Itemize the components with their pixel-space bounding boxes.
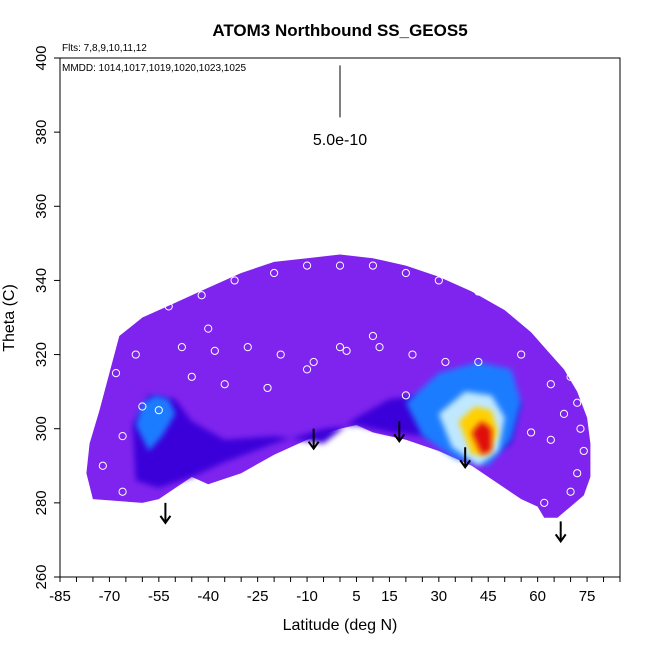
data-point <box>270 268 279 278</box>
data-point <box>368 261 378 270</box>
data-point <box>105 339 114 348</box>
data-point <box>559 409 569 418</box>
data-point <box>566 372 575 381</box>
x-tick-label: 60 <box>529 588 546 605</box>
data-point <box>220 380 229 389</box>
data-point <box>263 383 272 393</box>
arrow-head <box>554 533 567 544</box>
data-point <box>164 302 173 311</box>
field-group <box>86 254 591 518</box>
y-tick-label: 400 <box>33 45 50 70</box>
data-point <box>526 428 536 437</box>
y-axis-label: Theta (C) <box>1 284 18 352</box>
data-point <box>342 346 351 355</box>
data-point <box>576 424 585 433</box>
data-point <box>368 331 378 341</box>
x-tick-label: 75 <box>579 588 596 605</box>
data-point <box>517 350 526 359</box>
data-point <box>177 343 186 352</box>
data-point <box>98 461 107 470</box>
y-tick-label: 320 <box>33 342 50 367</box>
data-point <box>573 398 582 407</box>
data-point <box>507 305 516 315</box>
data-point <box>118 487 127 496</box>
x-axis-label: Latitude (deg N) <box>283 617 398 634</box>
data-point <box>566 487 575 496</box>
chart-subtitle-dates: MMDD: 1014,1017,1019,1020,1023,1025 <box>62 63 246 74</box>
data-point <box>197 291 206 300</box>
x-tick-label: -10 <box>296 588 318 605</box>
data-point <box>546 435 555 444</box>
data-point <box>408 350 417 359</box>
arrow-head <box>393 433 406 444</box>
y-tick-label: 380 <box>33 120 50 145</box>
y-tick-label: 260 <box>33 564 50 589</box>
x-tick-label: -40 <box>197 588 219 605</box>
x-tick-label: -25 <box>247 588 269 605</box>
data-point <box>533 328 542 337</box>
chart-title: ATOM3 Northbound SS_GEOS5 <box>212 21 467 40</box>
data-point <box>111 369 121 378</box>
data-point <box>579 446 588 456</box>
data-point <box>230 276 239 285</box>
field-blob-south <box>135 395 176 451</box>
down-arrow <box>459 447 471 469</box>
data-point <box>540 498 549 507</box>
y-tick-label: 300 <box>33 416 50 441</box>
data-point <box>309 357 318 367</box>
plot-area: -85 -70 -55 -40 -25 -10 5 15 30 45 60 75 260 280 300 32… <box>33 45 621 605</box>
data-point <box>302 365 312 374</box>
x-tick-label: -85 <box>49 588 71 605</box>
down-arrow <box>393 421 406 444</box>
down-arrow <box>554 521 567 544</box>
data-point <box>434 276 443 285</box>
x-tick-label: 5 <box>352 588 360 605</box>
data-point <box>131 350 140 359</box>
arrow-head <box>159 515 172 525</box>
data-point <box>553 350 562 359</box>
y-tick-label: 340 <box>33 268 50 293</box>
data-point <box>401 268 410 278</box>
data-point <box>375 343 384 352</box>
data-point <box>276 350 285 359</box>
data-point <box>474 287 483 296</box>
data-point <box>243 343 252 352</box>
x-tick-label: -55 <box>148 588 170 605</box>
data-point <box>335 343 345 352</box>
arrow-head <box>459 459 471 469</box>
data-point <box>210 346 219 355</box>
chart-subtitle-flights: Flts: 7,8,9,10,11,12 <box>62 43 147 54</box>
x-tick-label: 45 <box>480 588 497 605</box>
data-point <box>187 372 196 381</box>
y-tick-label: 360 <box>33 194 50 219</box>
x-tick-label: 30 <box>430 588 447 605</box>
data-point <box>154 406 163 415</box>
data-point <box>131 313 140 322</box>
scale-label: 5.0e-10 <box>313 132 367 149</box>
data-point <box>573 469 582 478</box>
x-tick-label: 15 <box>381 588 398 605</box>
data-point <box>401 391 410 400</box>
x-tick-label: -70 <box>99 588 121 605</box>
data-point <box>204 324 213 333</box>
data-point <box>138 402 147 411</box>
data-point <box>118 432 127 441</box>
y-tick-label: 280 <box>33 490 50 515</box>
data-point <box>302 261 312 270</box>
data-point <box>441 357 450 367</box>
data-point <box>474 357 483 367</box>
data-point <box>546 380 555 389</box>
down-arrow <box>159 502 172 525</box>
down-arrow <box>307 428 320 451</box>
field-blob-north-peak <box>471 421 492 455</box>
data-point <box>335 261 345 270</box>
arrow-head <box>307 441 320 451</box>
